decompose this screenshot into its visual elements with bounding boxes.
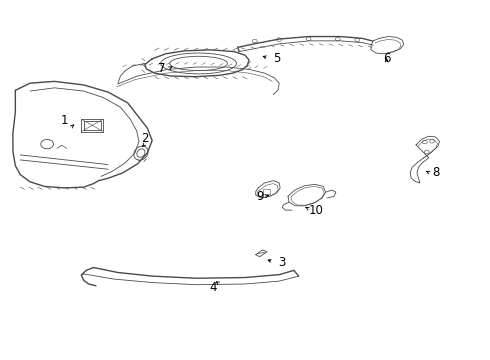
Text: 7: 7: [158, 62, 166, 75]
Text: 4: 4: [210, 281, 217, 294]
Text: 6: 6: [383, 51, 391, 64]
Text: 5: 5: [273, 51, 280, 64]
Text: 10: 10: [308, 204, 323, 217]
Text: 3: 3: [278, 256, 285, 269]
Text: 1: 1: [60, 114, 68, 127]
Text: 2: 2: [141, 132, 148, 145]
Text: 8: 8: [432, 166, 439, 179]
Text: 9: 9: [256, 190, 264, 203]
